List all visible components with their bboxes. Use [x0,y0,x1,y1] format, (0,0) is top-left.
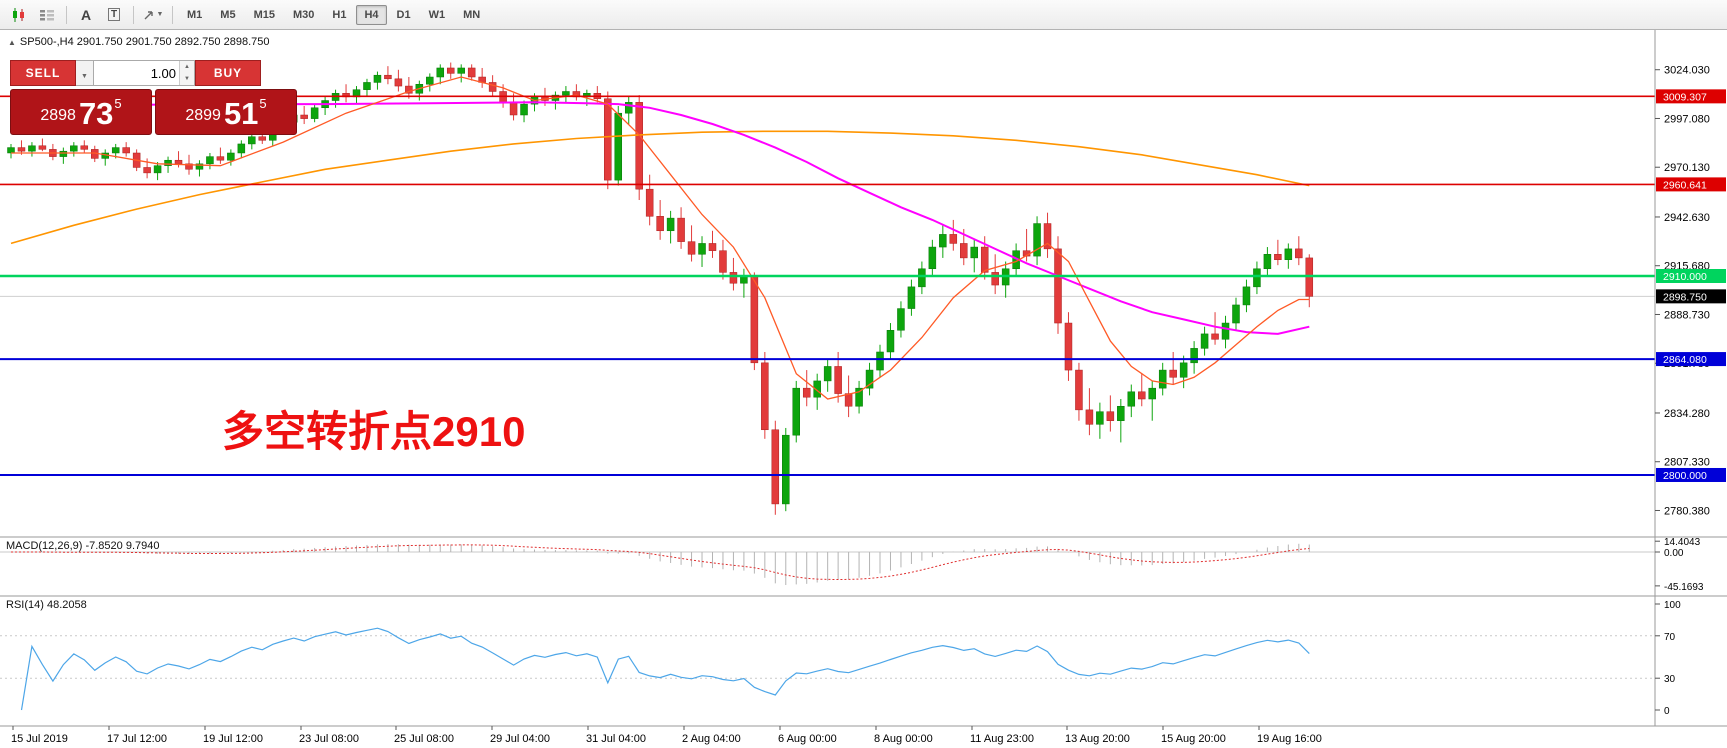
current-price-label[interactable]: 2898.750 [1656,289,1726,304]
time-tick-label: 19 Aug 16:00 [1257,733,1322,745]
bid-ask-display: 2898 73 5 2899 51 5 [10,89,297,135]
svg-text:3009.307: 3009.307 [1663,91,1707,103]
tab-timeframe-m1[interactable]: M1 [187,8,203,21]
macd-histogram [20,543,1310,586]
time-tick-label: 6 Aug 00:00 [778,733,837,745]
tab-timeframe-m5[interactable]: M5 [220,8,236,21]
ma-line-slow-orange [10,130,1310,245]
macd-indicator-label: MACD(12,26,9) -7.8520 9.7940 [6,540,160,552]
volume-input[interactable] [94,61,179,85]
panel-frames [0,30,1727,727]
bar-chart-icon[interactable] [34,3,60,27]
ask-price-pips: 51 [223,96,259,131]
time-tick-label: 11 Aug 23:00 [970,733,1034,745]
text-tool-icon[interactable]: A [80,6,92,23]
bid-price-fraction: 5 [114,96,122,111]
macd-tick-label: 14.4043 [1664,537,1701,548]
svg-text:2960.641: 2960.641 [1663,179,1707,191]
ma-line-mid-magenta [10,101,1310,335]
svg-text:2800.000: 2800.000 [1663,470,1707,482]
collapse-arrow-icon[interactable]: ▲ [8,38,16,47]
rsi-tick-label: 30 [1664,674,1676,685]
toolbar-separator [172,5,173,24]
time-tick-label: 25 Jul 08:00 [394,733,454,745]
volume-spinner: ▲ ▼ [179,61,194,85]
volume-field: ▲ ▼ [94,60,195,86]
time-tick-label: 17 Jul 12:00 [107,733,167,745]
time-tick-label: 15 Aug 20:00 [1161,733,1226,745]
level-price-label-3009.307[interactable]: 3009.307 [1656,89,1726,104]
time-axis[interactable]: 15 Jul 2019 17 Jul 12:00 19 Jul 12:00 23 Ju… [11,726,1322,745]
time-tick-label: 8 Aug 00:00 [874,733,933,745]
arrow-objects-dropdown-icon[interactable]: ▼ [140,3,166,27]
rsi-indicator-label: RSI(14) 48.2058 [6,599,87,611]
ask-price-display[interactable]: 2899 51 5 [155,89,297,135]
level-price-label-2800.000[interactable]: 2800.000 [1656,467,1726,482]
tab-timeframe-d1[interactable]: D1 [396,8,411,21]
bid-price-major: 2898 [40,107,76,124]
tab-timeframe-w1[interactable]: W1 [428,8,446,21]
tab-timeframe-m30[interactable]: M30 [292,8,315,21]
price-tick-label: 2834.280 [1664,408,1710,420]
toolbar: A T ▼ M1 M5 M15 M30 H1 H4 D1 W1 MN [0,0,1727,30]
time-tick-label: 13 Aug 20:00 [1065,733,1130,745]
price-tick-label: 2807.330 [1664,457,1710,469]
one-click-trading-panel: SELL ▼ ▲ ▼ BUY [10,60,261,86]
price-tick-label: 2888.730 [1664,309,1710,321]
candlestick-chart-icon[interactable] [6,3,32,27]
volume-dropdown-button[interactable]: ▼ [76,60,94,86]
volume-increase-button[interactable]: ▲ [180,61,194,73]
price-scale[interactable]: 3024.0302997.0802970.1302942.6302915.680… [1655,65,1726,717]
tab-timeframe-m15[interactable]: M15 [253,8,275,21]
rsi-tick-label: 100 [1664,600,1681,611]
macd-tick-label: 0.00 [1664,548,1684,559]
sell-button[interactable]: SELL [10,60,76,86]
tab-timeframe-h1[interactable]: H1 [332,8,347,21]
bid-price-display[interactable]: 2898 73 5 [10,89,152,135]
ask-price-fraction: 5 [259,96,267,111]
rsi-tick-label: 70 [1664,632,1676,643]
rsi-tick-label: 0 [1664,706,1670,717]
level-price-label-2960.641[interactable]: 2960.641 [1656,177,1726,192]
macd-panel [0,543,1655,586]
time-tick-label: 31 Jul 04:00 [586,733,646,745]
time-tick-label: 2 Aug 04:00 [682,733,741,745]
volume-decrease-button[interactable]: ▼ [180,73,194,85]
symbol-info-bar: ▲ SP500-,H4 2901.750 2901.750 2892.750 28… [8,36,269,48]
tab-timeframe-h4[interactable]: H4 [356,4,387,25]
time-tick-label: 29 Jul 04:00 [490,733,550,745]
symbol-ohlc-text: SP500-,H4 2901.750 2901.750 2892.750 289… [19,36,270,48]
level-price-label-2910.000[interactable]: 2910.000 [1656,269,1726,283]
tab-timeframe-mn[interactable]: MN [463,8,481,21]
price-tick-label: 2970.130 [1664,162,1710,174]
time-tick-label: 23 Jul 08:00 [299,733,359,745]
textbox-tool-icon[interactable]: T [101,3,127,27]
price-tick-label: 3024.030 [1664,65,1710,77]
trend-annotation[interactable]: 多空转折点2910 [222,408,526,455]
ma-line-fast-redorange [11,76,1310,400]
svg-text:2898.750: 2898.750 [1663,291,1707,303]
price-tick-label: 2997.080 [1664,113,1710,125]
chevron-down-icon: ▼ [81,72,88,80]
time-tick-label: 19 Jul 12:00 [203,733,263,745]
price-tick-label: 2780.380 [1664,505,1710,517]
toolbar-separator [66,5,67,24]
ask-price-major: 2899 [185,107,221,124]
rsi-panel [0,627,1655,711]
bid-price-pips: 73 [78,96,114,131]
level-price-label-2864.080[interactable]: 2864.080 [1656,352,1726,367]
buy-button[interactable]: BUY [195,60,261,86]
price-tick-label: 2942.630 [1664,212,1710,224]
svg-text:2864.080: 2864.080 [1663,354,1707,366]
rsi-line [20,627,1310,711]
macd-tick-label: -45.1693 [1664,582,1704,593]
time-tick-label: 15 Jul 2019 [11,733,68,745]
macd-signal-line [11,544,1310,581]
toolbar-separator [133,5,134,24]
svg-text:2910.000: 2910.000 [1663,271,1707,283]
